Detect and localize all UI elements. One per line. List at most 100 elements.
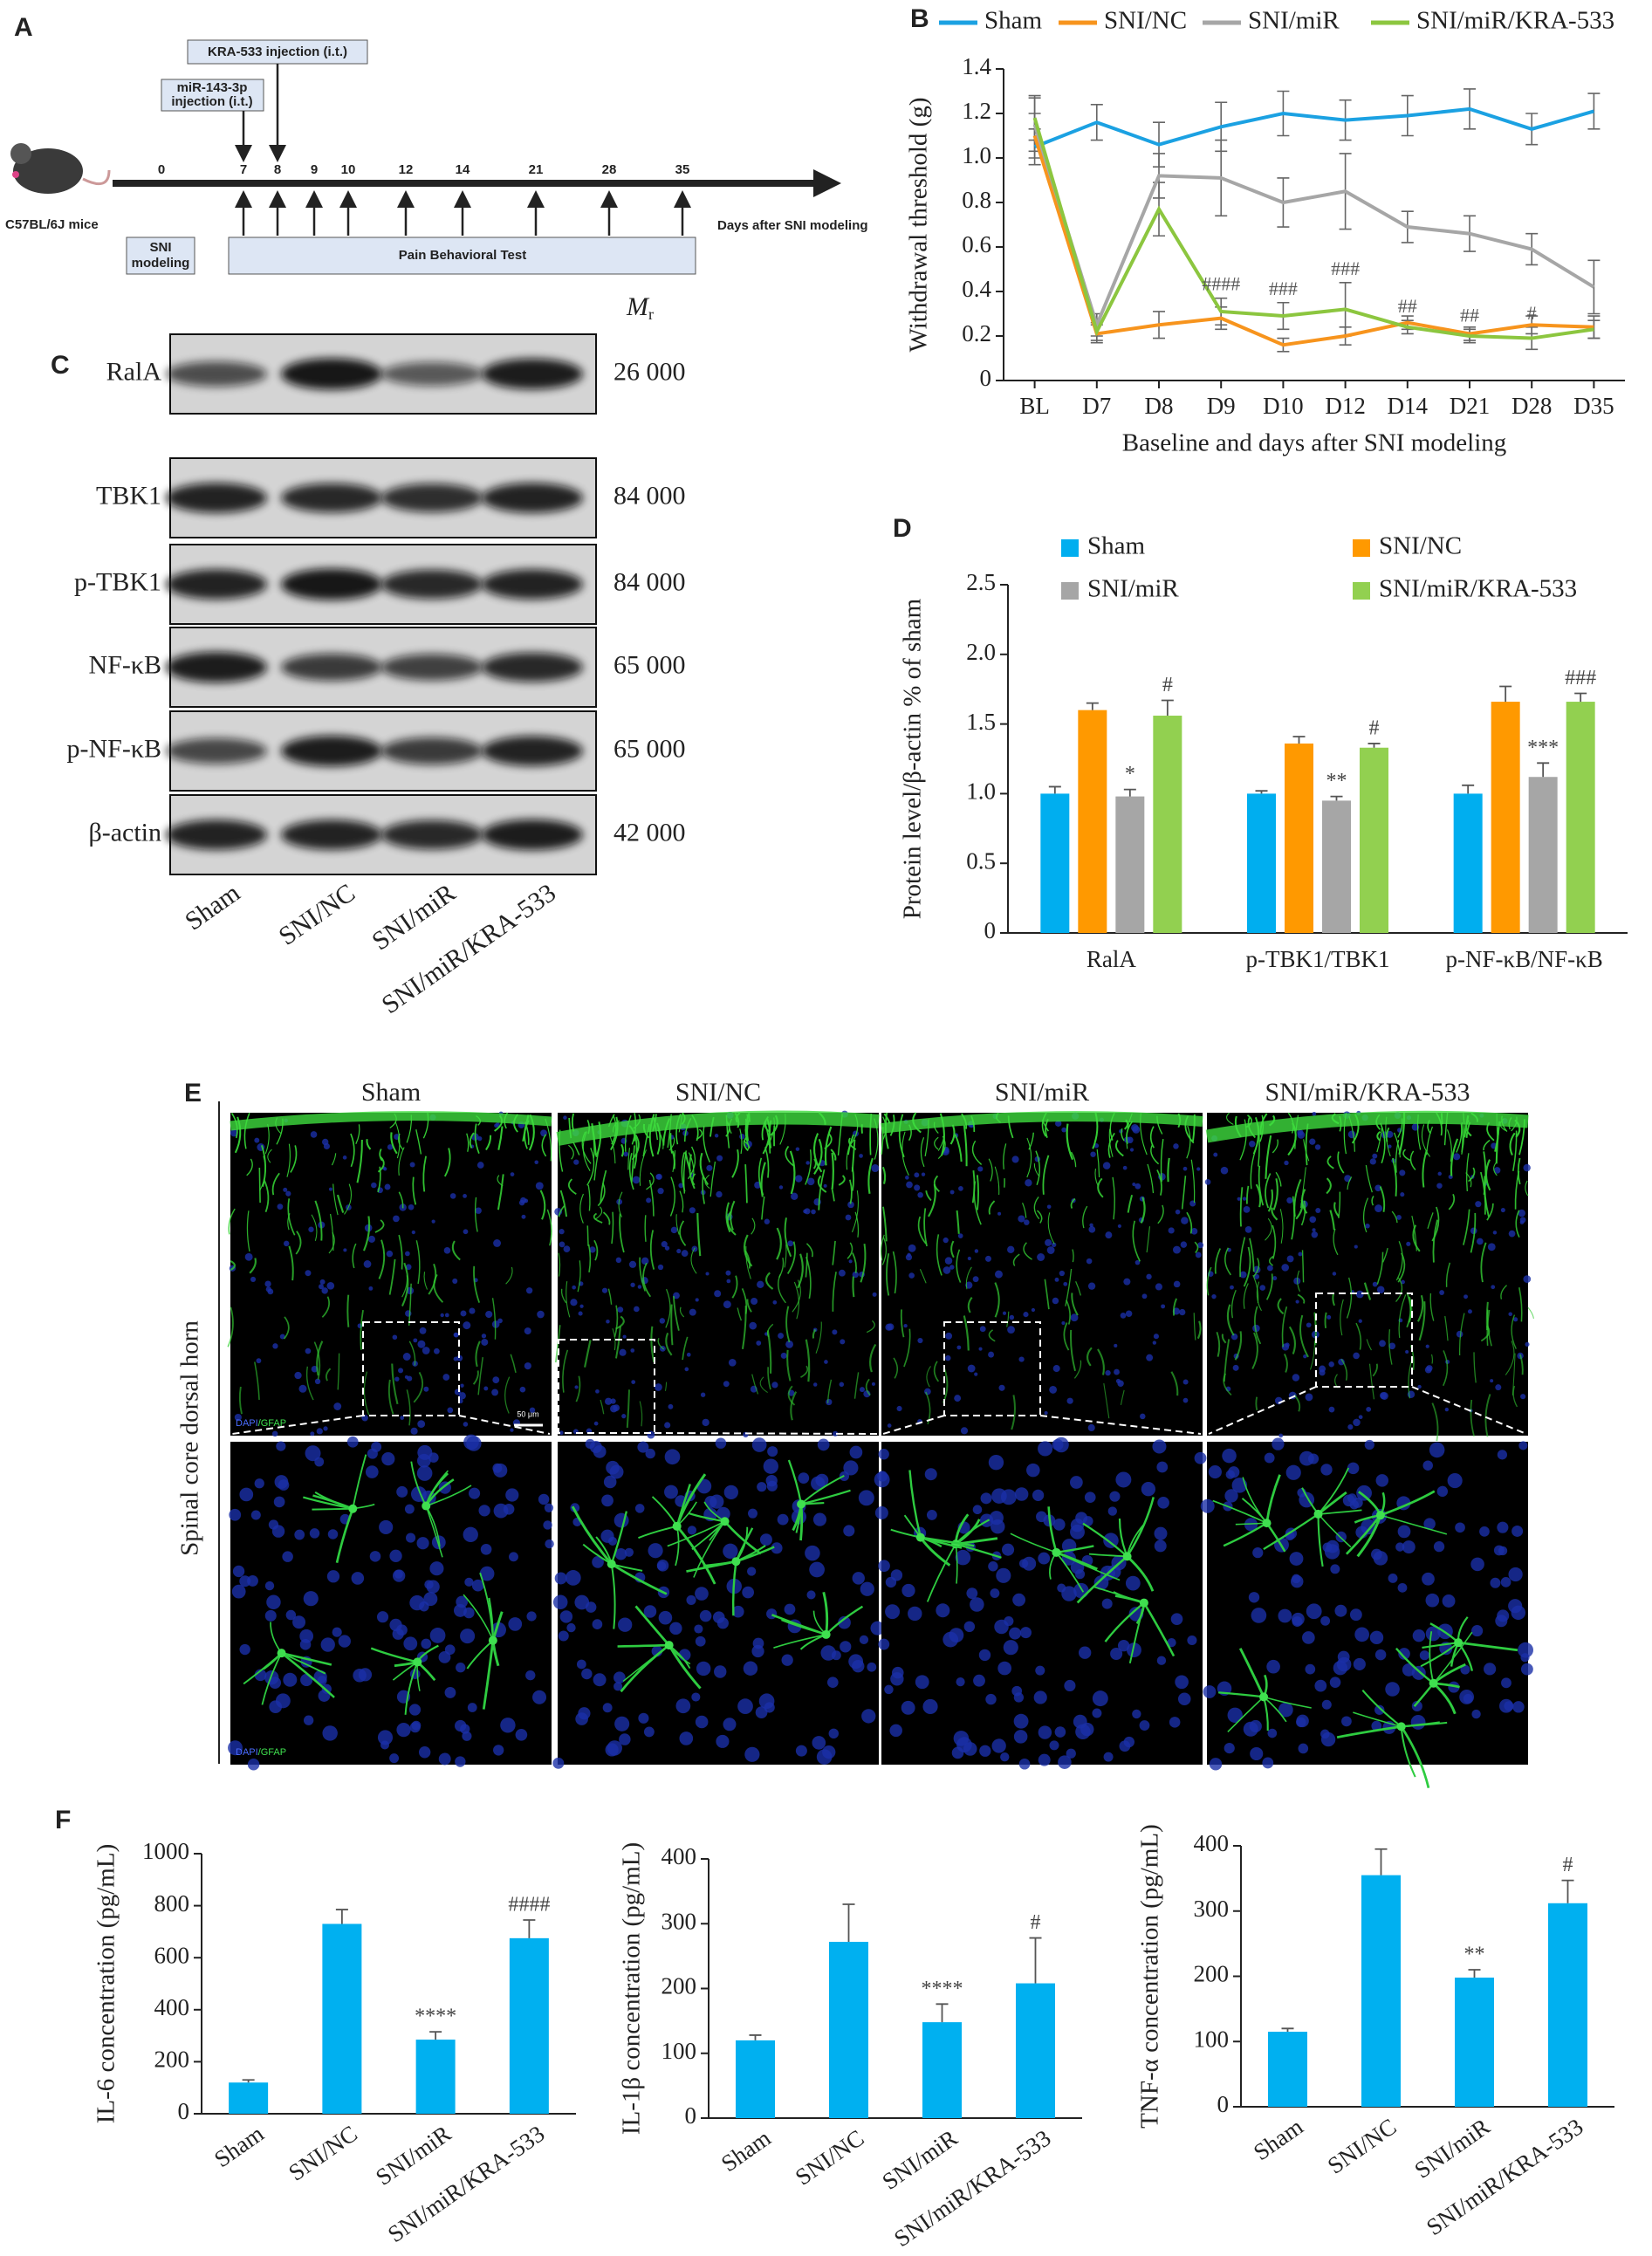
gfap-fiber <box>246 1158 253 1176</box>
blot-band <box>482 819 583 851</box>
gfap-fiber <box>649 1230 655 1270</box>
series-line <box>1032 124 1595 331</box>
nucleus <box>648 1543 663 1559</box>
gfap-fiber <box>1181 1176 1187 1210</box>
nucleus <box>1090 1151 1096 1157</box>
nucleus <box>417 1420 426 1429</box>
nucleus <box>840 1641 852 1653</box>
bar <box>1153 716 1182 933</box>
panel-label: F <box>55 1806 71 1834</box>
image-background <box>881 1113 1203 1436</box>
bar <box>1016 1983 1055 2118</box>
gfap-fiber <box>1372 1363 1378 1377</box>
nucleus <box>696 1661 711 1677</box>
nucleus <box>978 1347 983 1351</box>
astrocyte-body <box>488 1635 497 1645</box>
gfap-fiber <box>259 1155 266 1191</box>
error-bar <box>1574 692 1587 703</box>
gfap-fiber <box>934 1136 939 1150</box>
nucleus <box>319 1279 326 1285</box>
gfap-fiber <box>832 1240 836 1265</box>
pain-box <box>228 237 696 275</box>
micrograph <box>874 1437 1207 1770</box>
gfap-fiber <box>620 1143 625 1157</box>
nucleus <box>419 1327 427 1334</box>
astrocyte-process <box>610 1562 668 1595</box>
y-tick-label: 0 <box>984 917 997 943</box>
gfap-fiber <box>1511 1353 1516 1395</box>
nucleus <box>1155 1283 1162 1291</box>
nucleus <box>1402 1663 1416 1677</box>
nucleus <box>1307 1453 1320 1464</box>
gfap-fiber <box>1483 1139 1491 1151</box>
nucleus <box>1520 1663 1533 1676</box>
gfap-fiber <box>1044 1279 1050 1310</box>
gfap-fiber <box>1486 1309 1491 1346</box>
gfap-fiber <box>1214 1248 1222 1274</box>
gfap-fiber <box>1402 1149 1411 1162</box>
nucleus <box>250 1510 261 1520</box>
nucleus <box>492 1376 500 1384</box>
image-background <box>230 1442 552 1765</box>
astrocyte-process <box>370 1647 418 1663</box>
gfap-fiber <box>1281 1306 1288 1347</box>
nucleus <box>1406 1241 1411 1246</box>
gfap-fiber <box>702 1176 705 1204</box>
nucleus <box>1433 1540 1445 1553</box>
nucleus <box>812 1736 826 1750</box>
nucleus <box>403 1636 418 1651</box>
nucleus <box>646 1197 652 1203</box>
nucleus <box>558 1630 569 1642</box>
nucleus <box>1180 1241 1188 1248</box>
gfap-fiber <box>1329 1210 1335 1231</box>
nucleus <box>1374 1204 1383 1213</box>
nucleus <box>949 1190 955 1195</box>
nucleus <box>1520 1394 1526 1400</box>
gfap-fiber <box>853 1372 860 1399</box>
nucleus <box>481 1338 489 1346</box>
y-tick-label: 0 <box>178 2098 190 2124</box>
nucleus <box>526 1611 537 1622</box>
bar <box>922 2022 962 2118</box>
nucleus <box>915 1675 929 1690</box>
nucleus <box>389 1753 400 1764</box>
legend-swatch <box>1061 582 1079 600</box>
error-bar <box>1048 785 1061 794</box>
astrocyte-body <box>1454 1638 1463 1648</box>
nucleus <box>576 1659 586 1670</box>
gfap-fiber <box>963 1315 970 1351</box>
nucleus <box>554 1572 567 1585</box>
error-bar <box>1281 2027 1294 2033</box>
nucleus <box>1364 1439 1374 1450</box>
nucleus <box>380 1740 390 1750</box>
nucleus <box>463 1434 479 1450</box>
nucleus <box>630 1282 635 1287</box>
gfap-fiber <box>1368 1363 1375 1400</box>
gfap-fiber <box>812 1133 823 1173</box>
nucleus <box>621 1414 627 1419</box>
nucleus <box>1337 1650 1350 1663</box>
nucleus <box>905 1176 909 1180</box>
gfap-fiber <box>1494 1127 1500 1152</box>
nucleus <box>294 1371 302 1380</box>
gfap-fiber <box>892 1251 897 1294</box>
kra-label: KRA-533 injection (i.t.) <box>208 45 347 59</box>
nucleus <box>574 1594 590 1610</box>
image-background <box>1207 1113 1528 1436</box>
nucleus <box>409 1162 415 1168</box>
nucleus <box>326 1570 340 1583</box>
nucleus <box>1326 1314 1332 1320</box>
nucleus <box>1230 1285 1234 1290</box>
gfap-fiber <box>1253 1258 1260 1277</box>
gfap-fiber <box>331 1153 337 1166</box>
gfap-fiber <box>433 1273 444 1303</box>
gfap-fiber <box>1293 1178 1302 1217</box>
blot-band <box>482 483 583 513</box>
nucleus <box>1460 1664 1470 1675</box>
nucleus <box>1306 1322 1312 1328</box>
gfap-fiber <box>900 1309 905 1338</box>
nucleus <box>1084 1491 1096 1504</box>
gfap-fiber <box>1519 1354 1524 1375</box>
nucleus <box>1490 1379 1494 1383</box>
nucleus <box>624 1547 634 1557</box>
